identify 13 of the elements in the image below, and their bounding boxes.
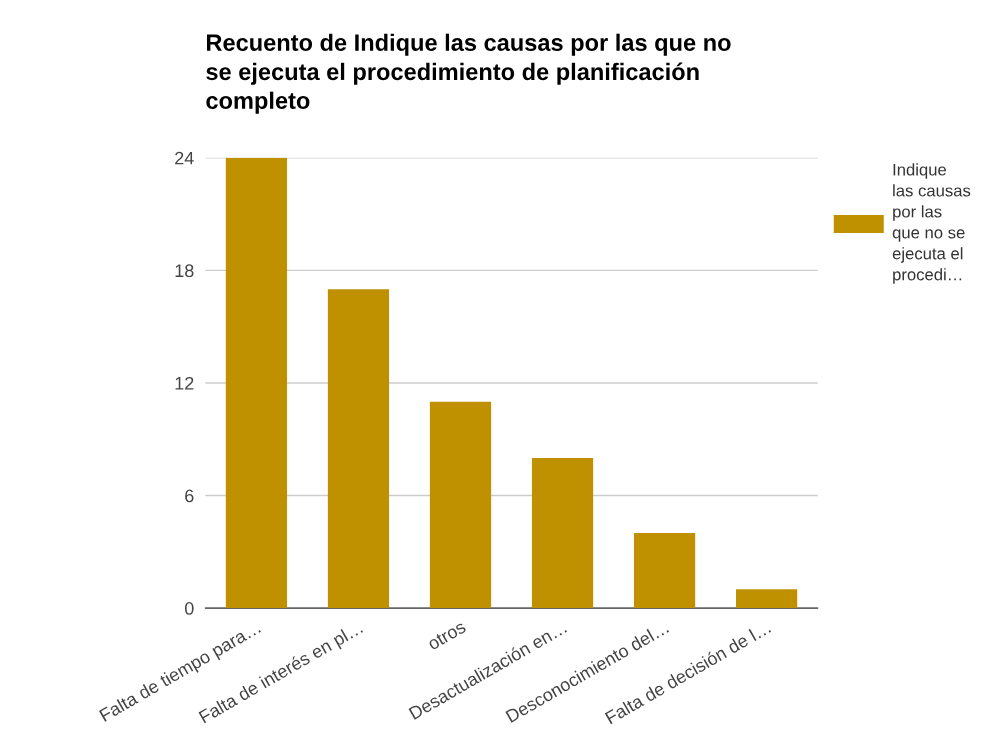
chart-title: Recuento de Indique las causas por las que no se ejecuta el procedimiento de planificación completo — [206, 33, 731, 114]
y-tick-label: 6 — [185, 489, 194, 503]
y-tick-label: 24 — [175, 151, 194, 165]
y-tick-label: 0 — [184, 602, 194, 615]
y-tick-label: 12 — [175, 376, 194, 390]
bar — [531, 458, 594, 609]
legend-label: Indique las causas por las que no se ejecuta el procedi… — [892, 163, 971, 284]
bar — [327, 289, 390, 609]
bar — [633, 533, 696, 609]
bar — [736, 589, 798, 609]
bar — [429, 401, 492, 609]
y-tick-label: 18 — [175, 264, 194, 278]
bar — [225, 157, 288, 609]
